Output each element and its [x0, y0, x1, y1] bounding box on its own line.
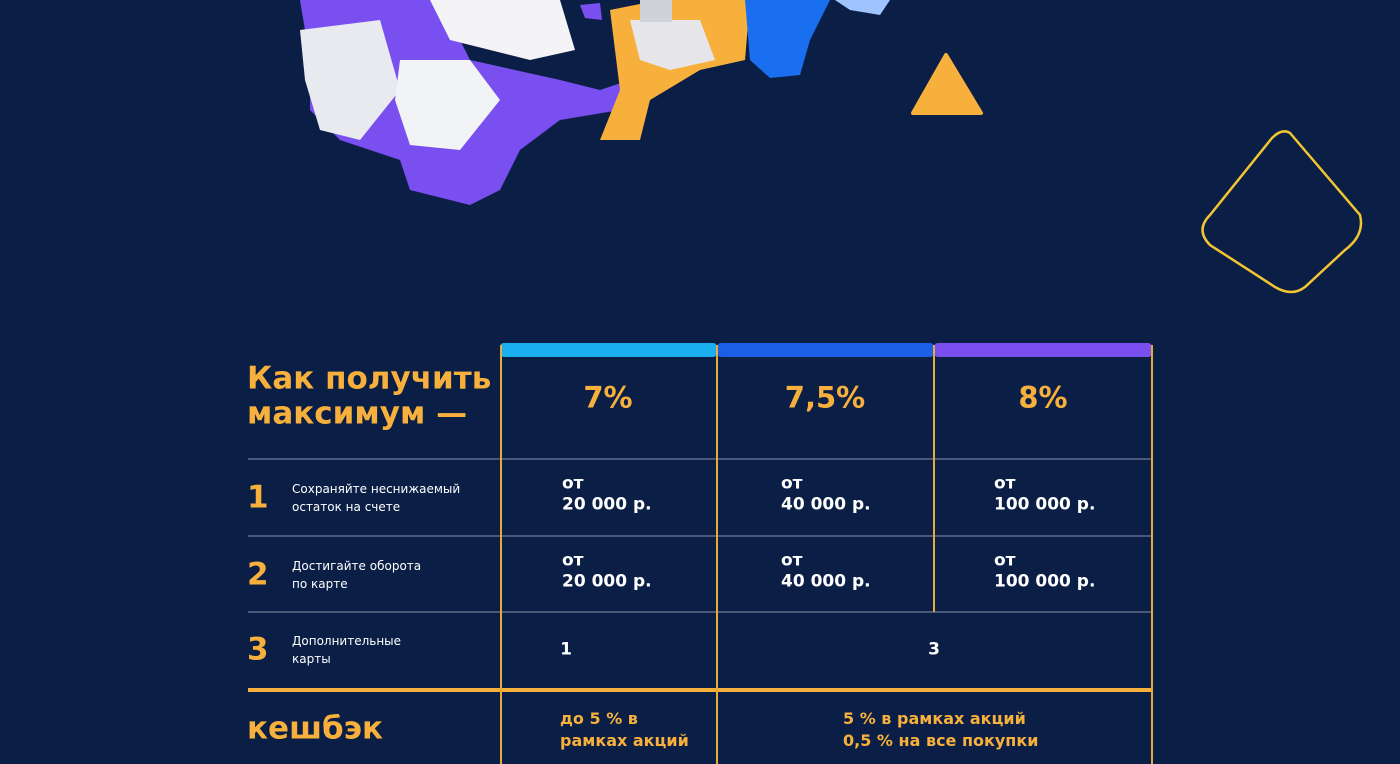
- cell-text: от: [781, 473, 803, 494]
- cell-text: от: [994, 473, 1016, 494]
- row-label: по карте: [292, 577, 348, 591]
- column-cap: [717, 343, 934, 357]
- cashback-text: до 5 % в: [560, 709, 638, 728]
- row-number: 2: [247, 556, 269, 593]
- cell-text: от: [781, 550, 803, 571]
- row-label: Дополнительные: [292, 634, 402, 648]
- column-header: 7%: [583, 380, 633, 415]
- cell-text: 3: [928, 639, 940, 660]
- cashback-text: 5 % в рамках акций: [843, 709, 1026, 728]
- cell-text: 20 000 р.: [562, 571, 652, 592]
- cell-text: 40 000 р.: [781, 571, 871, 592]
- device: [395, 60, 500, 150]
- cell-text: 1: [560, 639, 572, 660]
- footer-label: кешбэк: [247, 710, 384, 747]
- triangle: [911, 53, 983, 115]
- cell-text: от: [562, 550, 584, 571]
- column-cap: [934, 343, 1152, 357]
- column-header: 8%: [1018, 380, 1068, 415]
- row-label: Достигайте оборота: [292, 559, 422, 573]
- shoe: [430, 0, 575, 60]
- column-cap: [500, 343, 717, 357]
- cashback-text: 0,5 % на все покупки: [843, 731, 1039, 750]
- column-lines: [500, 345, 1153, 764]
- cell-text: 100 000 р.: [994, 571, 1096, 592]
- row-number: 1: [247, 479, 269, 516]
- row-lines: [248, 458, 1152, 613]
- table-title: Как получить: [247, 360, 492, 397]
- device: [300, 20, 400, 140]
- row-number: 3: [247, 631, 269, 668]
- blob-small: [580, 3, 602, 20]
- cashback-text: рамках акций: [560, 731, 689, 750]
- cell-text: 20 000 р.: [562, 494, 652, 515]
- racket: [835, 0, 890, 15]
- row-label: карты: [292, 652, 331, 666]
- diamond-outline: [1201, 130, 1363, 294]
- cell-text: от: [562, 473, 584, 494]
- table-title: максимум —: [247, 395, 468, 432]
- lamp: [630, 20, 715, 70]
- row-label: остаток на счете: [292, 500, 401, 514]
- cell-text: 40 000 р.: [781, 494, 871, 515]
- cell-text: 100 000 р.: [994, 494, 1096, 515]
- row-label: Сохраняйте неснижаемый: [292, 482, 461, 496]
- cell-text: от: [994, 550, 1016, 571]
- column-header: 7,5%: [784, 380, 866, 415]
- lamp-stem: [640, 0, 672, 22]
- blob-blue: [745, 0, 830, 78]
